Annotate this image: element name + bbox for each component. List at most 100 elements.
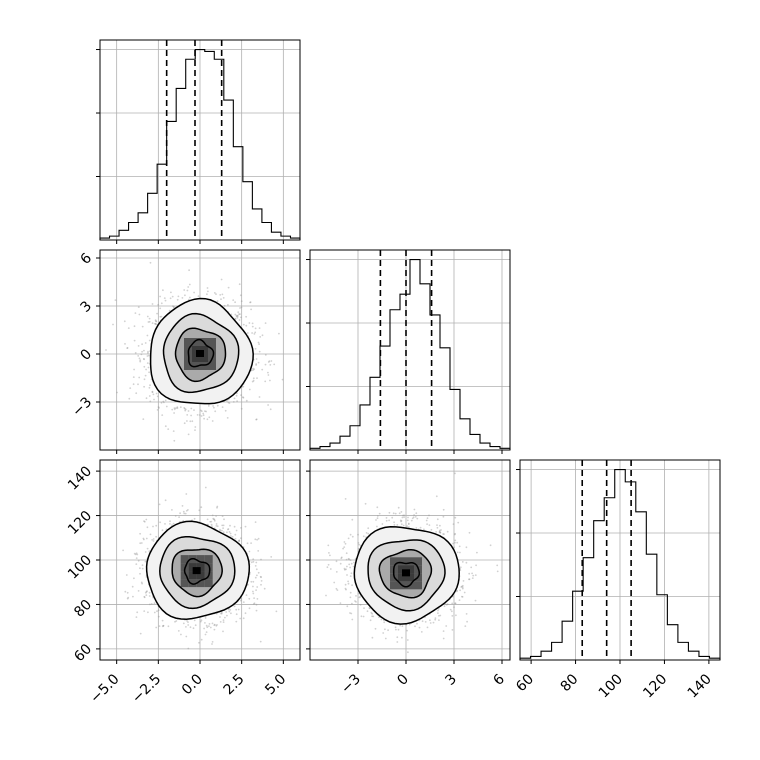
scatter-point <box>252 560 255 563</box>
scatter-point <box>133 325 136 328</box>
scatter-point <box>145 518 148 521</box>
scatter-point <box>132 376 135 378</box>
scatter-point <box>184 294 186 297</box>
scatter-point <box>221 406 224 408</box>
scatter-point <box>235 620 238 623</box>
scatter-point <box>238 319 241 321</box>
scatter-point <box>143 595 146 598</box>
scatter-point <box>213 292 216 294</box>
scatter-point <box>248 607 251 610</box>
contour-line <box>149 297 254 405</box>
scatter-point <box>256 586 259 588</box>
scatter-point <box>236 316 239 319</box>
scatter-point <box>145 590 148 593</box>
scatter-point <box>215 624 218 627</box>
scatter-point <box>267 371 269 374</box>
scatter-point <box>236 400 239 403</box>
scatter-point <box>156 610 158 613</box>
scatter-point <box>233 605 236 608</box>
scatter-point <box>269 379 271 382</box>
histogram-step <box>519 468 721 660</box>
scatter-point <box>138 357 141 360</box>
scatter-point <box>396 524 399 526</box>
scatter-point <box>371 615 373 618</box>
scatter-point <box>167 428 170 430</box>
scatter-point <box>161 625 164 628</box>
scatter-point <box>144 551 147 553</box>
scatter-point <box>176 407 179 410</box>
scatter-point <box>211 641 214 643</box>
scatter-point <box>134 553 137 556</box>
scatter-point <box>281 378 284 381</box>
scatter-point <box>148 595 151 597</box>
scatter-point <box>213 628 216 631</box>
scatter-point <box>227 528 230 530</box>
scatter-point <box>173 306 175 309</box>
scatter-point <box>250 561 253 564</box>
scatter-point <box>259 336 262 338</box>
scatter-point <box>199 409 202 412</box>
density-cell <box>200 362 208 370</box>
scatter-point <box>122 549 124 552</box>
contour-line <box>159 535 236 610</box>
scatter-point <box>253 602 256 605</box>
density-cell <box>192 354 200 362</box>
scatter-point <box>209 626 212 629</box>
scatter-point <box>203 417 206 420</box>
scatter-point <box>164 399 167 402</box>
scatter-point <box>267 404 269 406</box>
scatter-point <box>162 400 165 403</box>
scatter-point <box>149 603 151 606</box>
scatter-point <box>164 523 166 525</box>
scatter-point <box>219 621 222 623</box>
scatter-point <box>261 368 264 371</box>
scatter-point <box>248 388 251 391</box>
scatter-point <box>143 378 146 381</box>
scatter-point <box>254 565 257 567</box>
scatter-point <box>252 580 255 583</box>
scatter-point <box>232 401 235 403</box>
scatter-point <box>145 368 148 371</box>
scatter-point <box>143 520 145 522</box>
scatter-point <box>146 315 149 318</box>
scatter-point <box>384 637 387 640</box>
scatter-point <box>255 609 258 612</box>
scatter-point <box>255 363 258 365</box>
scatter-point <box>496 564 499 567</box>
scatter-point <box>221 293 224 296</box>
scatter-point <box>140 353 143 356</box>
scatter-point <box>199 620 202 623</box>
scatter-point <box>216 505 219 508</box>
scatter-point <box>208 623 211 625</box>
scatter-point <box>173 408 176 411</box>
scatter-point <box>158 407 160 409</box>
density-cell <box>204 579 213 588</box>
scatter-point <box>135 563 138 565</box>
scatter-point <box>238 283 241 286</box>
scatter-point <box>173 439 176 442</box>
scatter-point <box>132 383 135 386</box>
scatter-point <box>234 301 237 304</box>
scatter-point <box>125 574 128 576</box>
scatter-point <box>258 343 260 345</box>
scatter-point <box>200 638 203 641</box>
scatter-point <box>329 554 331 557</box>
scatter-point <box>242 323 245 326</box>
scatter-point <box>157 615 160 618</box>
histogram-step <box>309 258 511 450</box>
scatter-point <box>351 535 354 538</box>
scatter-point <box>127 327 130 329</box>
scatter-point <box>222 630 224 633</box>
scatter-point <box>131 585 134 588</box>
scatter-point <box>159 307 162 310</box>
density-cell <box>204 555 213 564</box>
scatter-point <box>124 343 126 345</box>
scatter-point <box>136 553 139 556</box>
scatter-point <box>235 613 238 616</box>
scatter-point <box>240 394 242 396</box>
scatter-point <box>149 400 152 403</box>
scatter-point <box>348 558 351 561</box>
scatter-point <box>200 415 203 417</box>
scatter-point <box>253 597 256 599</box>
scatter-point <box>212 517 215 520</box>
